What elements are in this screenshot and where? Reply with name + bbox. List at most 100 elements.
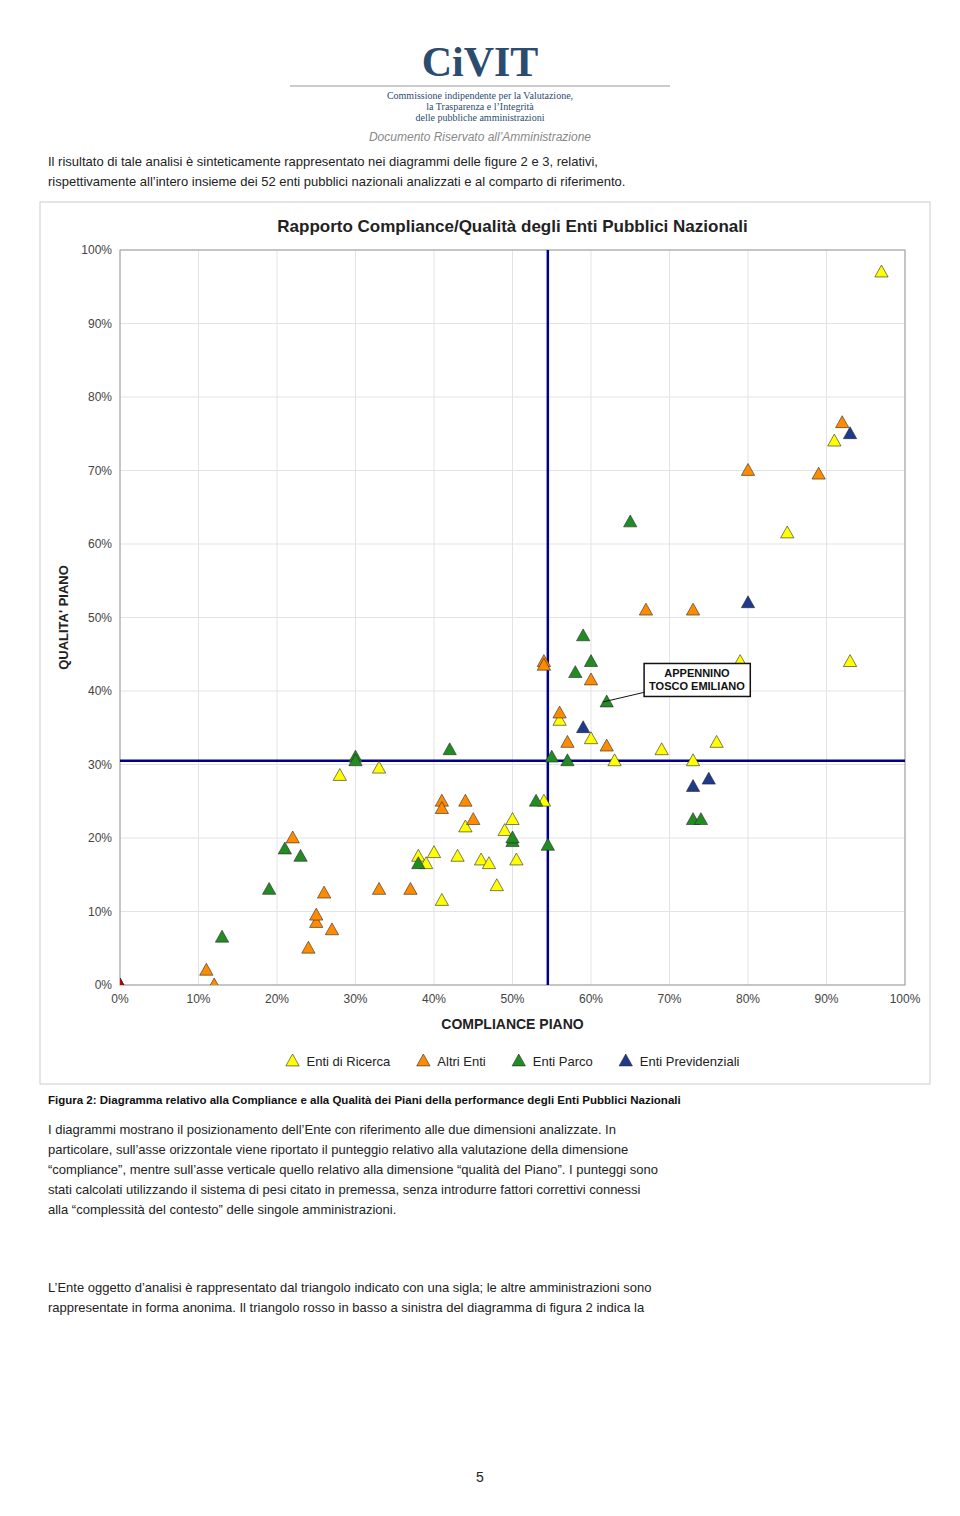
point xyxy=(427,846,440,858)
point xyxy=(412,857,425,869)
point xyxy=(686,780,699,792)
chart-frame xyxy=(40,202,930,1084)
reference-line-x xyxy=(547,250,550,985)
point xyxy=(120,978,127,985)
body-text: Il risultato di tale analisi è sintetica… xyxy=(48,154,625,189)
point xyxy=(435,893,448,905)
point xyxy=(875,265,888,277)
point xyxy=(686,754,699,766)
point xyxy=(498,824,511,836)
point xyxy=(584,673,597,685)
y-tick-label: 50% xyxy=(88,611,112,625)
grid-line-y xyxy=(120,691,905,692)
point xyxy=(655,743,668,755)
point xyxy=(278,842,291,854)
y-tick-label: 100% xyxy=(81,243,112,257)
point xyxy=(843,427,856,439)
point xyxy=(686,603,699,615)
legend-marker xyxy=(417,1054,430,1066)
reference-line-y xyxy=(120,760,905,763)
point xyxy=(710,735,723,747)
body-text-line: L’Ente oggetto d’analisi è rappresentato… xyxy=(48,1280,651,1295)
page-number: 5 xyxy=(476,1469,484,1485)
legend-marker xyxy=(512,1054,525,1066)
point xyxy=(310,908,323,920)
point xyxy=(702,772,715,784)
x-tick-label: 10% xyxy=(186,992,210,1006)
x-axis-label: COMPLIANCE PIANO xyxy=(441,1016,583,1032)
point xyxy=(781,526,794,538)
chart-title: Rapporto Compliance/Qualità degli Enti P… xyxy=(277,217,747,236)
grid-line-y xyxy=(120,911,905,912)
x-tick-label: 30% xyxy=(343,992,367,1006)
background xyxy=(0,0,960,1516)
point xyxy=(639,603,652,615)
point xyxy=(577,629,590,641)
point xyxy=(451,849,464,861)
point xyxy=(584,655,597,667)
series-points xyxy=(577,427,857,792)
body-text-line: I diagrammi mostrano il posizionamento d… xyxy=(48,1122,616,1137)
point xyxy=(506,831,519,843)
point xyxy=(215,930,228,942)
body-text: I diagrammi mostrano il posizionamento d… xyxy=(48,1122,658,1217)
annotation-text-line: APPENNINO xyxy=(664,667,730,679)
body-text: L’Ente oggetto d’analisi è rappresentato… xyxy=(48,1280,651,1315)
point xyxy=(537,658,550,670)
highlight-point xyxy=(120,978,127,985)
point xyxy=(541,838,554,850)
point xyxy=(828,434,841,446)
legend-item: Enti di Ricerca xyxy=(286,1054,391,1069)
legend-marker xyxy=(286,1054,299,1066)
point xyxy=(812,467,825,479)
point xyxy=(584,732,597,744)
series-points xyxy=(200,416,849,985)
legend-label: Enti Parco xyxy=(533,1054,593,1069)
legend-marker xyxy=(619,1054,632,1066)
y-tick-label: 10% xyxy=(88,905,112,919)
header-line: Commissione indipendente per la Valutazi… xyxy=(387,90,573,101)
notice: Documento Riservato all’Amministrazione xyxy=(369,130,591,144)
x-tick-label: 50% xyxy=(500,992,524,1006)
point xyxy=(482,857,495,869)
point xyxy=(404,882,417,894)
body-text-line: alla “complessità del contesto” delle si… xyxy=(48,1202,396,1217)
caption: Figura 2: Diagramma relativo alla Compli… xyxy=(48,1094,681,1106)
annotation-text-line: TOSCO EMILIANO xyxy=(649,680,745,692)
y-tick-label: 20% xyxy=(88,831,112,845)
x-tick-label: 90% xyxy=(814,992,838,1006)
point xyxy=(208,978,221,985)
point xyxy=(561,735,574,747)
y-tick-label: 30% xyxy=(88,758,112,772)
grid-line-y xyxy=(120,323,905,324)
header-line: la Trasparenza e l’Integrità xyxy=(426,101,534,112)
y-tick-label: 70% xyxy=(88,464,112,478)
x-tick-label: 20% xyxy=(265,992,289,1006)
point xyxy=(624,515,637,527)
point xyxy=(741,464,754,476)
point xyxy=(553,706,566,718)
body-text-line: stati calcolati utilizzando il sistema d… xyxy=(48,1182,641,1197)
legend-item: Altri Enti xyxy=(417,1054,486,1069)
grid-line-y xyxy=(120,397,905,398)
x-tick-label: 40% xyxy=(422,992,446,1006)
point xyxy=(545,750,558,762)
body-text-line: “compliance”, mentre sull’asse verticale… xyxy=(48,1162,658,1177)
body-text-line: rispettivamente all’intero insieme dei 5… xyxy=(48,174,625,189)
grid-line-y xyxy=(120,470,905,471)
x-tick-label: 80% xyxy=(736,992,760,1006)
legend-label: Enti Previdenziali xyxy=(640,1054,740,1069)
plot-frame xyxy=(120,250,905,985)
point xyxy=(372,761,385,773)
grid xyxy=(120,250,905,985)
point xyxy=(294,849,307,861)
point xyxy=(506,813,519,825)
point xyxy=(490,879,503,891)
body-text-line: rappresentate in forma anonima. Il trian… xyxy=(48,1300,645,1315)
x-tick-label: 70% xyxy=(657,992,681,1006)
point xyxy=(302,941,315,953)
grid-line-y xyxy=(120,544,905,545)
y-tick-label: 90% xyxy=(88,317,112,331)
tick-labels: 0%10%20%30%40%50%60%70%80%90%100%0%10%20… xyxy=(81,243,920,1006)
legend: Enti di Ricerca Altri Enti Enti Parco Enti … xyxy=(286,1054,740,1069)
